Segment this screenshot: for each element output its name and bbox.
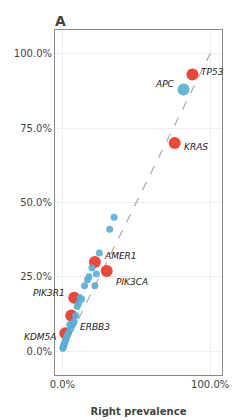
svg-text:AMER1: AMER1 (104, 251, 137, 261)
svg-text:100.0%: 100.0% (191, 379, 229, 390)
svg-text:PIK3CA: PIK3CA (116, 277, 148, 287)
svg-text:PIK3R1: PIK3R1 (33, 288, 65, 298)
svg-text:ERBB3: ERBB3 (80, 322, 110, 332)
svg-text:KDM5A: KDM5A (24, 332, 56, 342)
svg-text:75.0%: 75.0% (20, 123, 52, 134)
svg-text:25.0%: 25.0% (20, 271, 52, 282)
svg-text:APC: APC (155, 79, 175, 89)
svg-text:KRAS: KRAS (184, 142, 208, 152)
svg-text:100.0%: 100.0% (14, 48, 52, 59)
svg-text:Right prevalence: Right prevalence (91, 406, 187, 417)
svg-text:0.0%: 0.0% (50, 379, 75, 390)
svg-text:TP53: TP53 (201, 67, 224, 77)
svg-text:0.0%: 0.0% (27, 346, 52, 357)
svg-text:50.0%: 50.0% (20, 197, 52, 208)
svg-text:A: A (55, 13, 66, 29)
